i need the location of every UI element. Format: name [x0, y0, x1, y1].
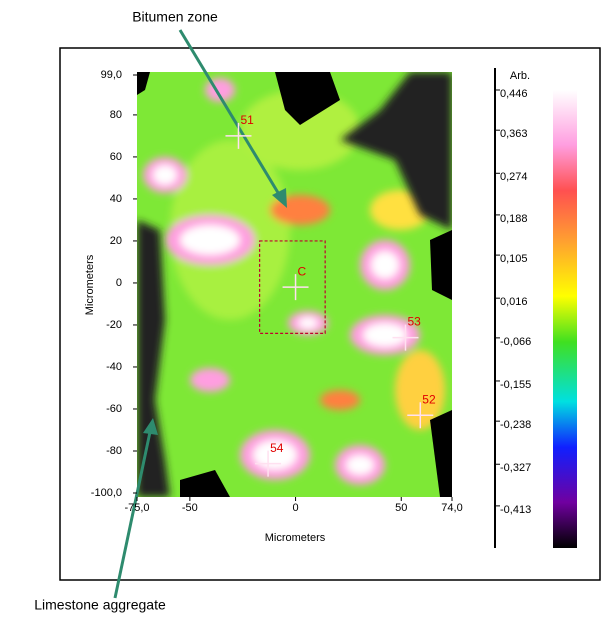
- colorbar-tick-label: -0,413: [500, 504, 531, 516]
- x-tick-label: 0: [292, 502, 298, 514]
- colorbar: [553, 90, 577, 548]
- x-axis-label: Micrometers: [265, 532, 326, 544]
- x-tick-label: 50: [395, 502, 407, 514]
- x-tick-label: -50: [182, 502, 198, 514]
- colorbar-tick-label: 0,363: [500, 128, 528, 140]
- annotation: Limestone aggregate: [34, 597, 166, 613]
- region-box: [259, 240, 326, 334]
- y-tick-label: -80: [106, 445, 122, 457]
- marker-cross: [392, 324, 419, 351]
- colorbar-tick-label: -0,066: [500, 336, 531, 348]
- y-tick-label: 99,0: [101, 69, 122, 81]
- colorbar-tick-label: -0,155: [500, 379, 531, 391]
- marker-label: C: [298, 264, 307, 278]
- y-tick-label: 80: [110, 109, 122, 121]
- marker-label: 51: [240, 113, 254, 127]
- marker-label: 52: [422, 392, 436, 406]
- marker-label: 53: [407, 315, 421, 329]
- annotation: Bitumen zone: [132, 9, 218, 25]
- colorbar-tick-label: -0,327: [500, 462, 531, 474]
- y-tick-label: 40: [110, 193, 122, 205]
- marker-cross: [407, 402, 434, 429]
- y-axis-label: Micrometers: [84, 254, 96, 315]
- marker-cross: [282, 274, 309, 301]
- colorbar-tick-label: 0,274: [500, 171, 528, 183]
- bitumen-arrow: [178, 29, 287, 208]
- marker-label: 54: [270, 441, 284, 455]
- colorbar-tick-label: 0,446: [500, 88, 528, 100]
- y-tick-label: 60: [110, 151, 122, 163]
- colorbar-tick-label: 0,105: [500, 253, 528, 265]
- colorbar-label: Arb.: [510, 70, 530, 82]
- colorbar-tick-label: 0,188: [500, 213, 528, 225]
- frame: [59, 47, 601, 581]
- marker-cross: [225, 122, 252, 149]
- y-tick-label: 0: [116, 277, 122, 289]
- heatmap-image: [137, 72, 452, 497]
- y-tick-label: -60: [106, 403, 122, 415]
- colorbar-tick-label: -0,238: [500, 419, 531, 431]
- x-tick-label: -75,0: [124, 502, 149, 514]
- y-tick-label: -20: [106, 319, 122, 331]
- y-tick-label: 20: [110, 235, 122, 247]
- marker-cross: [255, 450, 282, 477]
- y-tick-label: -40: [106, 361, 122, 373]
- x-tick-label: 74,0: [441, 502, 462, 514]
- colorbar-tick-label: 0,016: [500, 296, 528, 308]
- limestone-arrow: [113, 418, 158, 599]
- y-tick-label: -100,0: [91, 487, 122, 499]
